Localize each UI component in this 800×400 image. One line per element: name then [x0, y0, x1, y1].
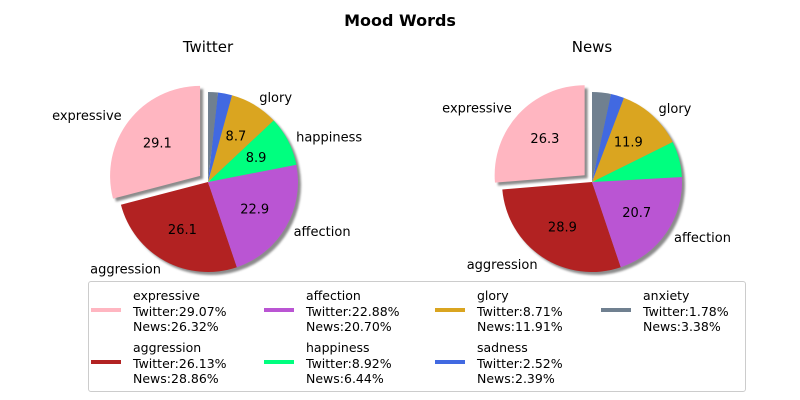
- pie-category-label-glory: glory: [259, 91, 292, 106]
- pie-slice-anxiety: [592, 92, 611, 182]
- pie-value-label-glory: 8.7: [226, 129, 247, 144]
- pie-slice-happiness: [208, 120, 297, 182]
- pie-category-label-glory: glory: [659, 102, 692, 117]
- pie-category-label-expressive: expressive: [52, 109, 122, 124]
- pie-value-label-affection: 20.7: [622, 206, 651, 221]
- legend-item-aggression: aggression Twitter:26.13% News:28.86%: [91, 340, 256, 390]
- pie-slice-sadness: [592, 94, 624, 182]
- legend-item-affection: affection Twitter:22.88% News:20.70%: [264, 288, 429, 338]
- pie-news: 26.3 expressive 28.9 aggression 20.7 affectio…: [442, 85, 731, 276]
- pie-twitter: 29.1 expressive 26.1 aggression 22.9 affectio…: [52, 85, 362, 278]
- legend-swatch-aggression: [91, 360, 121, 364]
- legend-news-value: News:28.86%: [133, 371, 219, 386]
- pie-value-label-affection: 22.9: [240, 203, 269, 218]
- pie-slice-glory: [208, 95, 274, 182]
- legend-twitter-value: Twitter:8.71%: [477, 303, 563, 319]
- legend-twitter-value: Twitter:22.88%: [306, 303, 400, 319]
- legend-swatch-affection: [264, 308, 294, 312]
- legend-item-happiness: happiness Twitter:8.92% News:6.44%: [264, 340, 429, 390]
- legend-news-value: News:2.39%: [477, 371, 555, 386]
- legend-twitter-value: Twitter:1.78%: [643, 303, 729, 319]
- legend-label: aggression: [133, 340, 202, 355]
- legend-news-value: News:11.91%: [477, 319, 563, 334]
- pie-slice-aggression: [120, 182, 237, 273]
- pie-slice-affection: [208, 164, 299, 268]
- pie-category-label-affection: affection: [674, 231, 731, 246]
- legend-label: sadness: [477, 340, 528, 355]
- legend-news-value: News:6.44%: [306, 371, 384, 386]
- legend-swatch-glory: [435, 308, 465, 312]
- chart-title-news: News: [572, 38, 613, 56]
- pie-category-label-affection: affection: [294, 225, 351, 240]
- pie-value-label-aggression: 28.9: [548, 221, 577, 236]
- pie-category-label-happiness: happiness: [296, 130, 362, 145]
- pie-value-label-glory: 11.9: [614, 136, 643, 151]
- legend-twitter-value: Twitter:29.07%: [133, 303, 227, 319]
- legend-item-expressive: expressive Twitter:29.07% News:26.32%: [91, 288, 256, 338]
- legend-news-value: News:20.70%: [306, 319, 392, 334]
- legend-item-glory: glory Twitter:8.71% News:11.91%: [435, 288, 600, 338]
- pie-value-label-happiness: 8.9: [246, 151, 267, 166]
- pie-category-label-expressive: expressive: [442, 102, 512, 117]
- legend-label: glory: [477, 288, 509, 303]
- pie-slice-happiness: [592, 142, 682, 182]
- legend: expressive Twitter:29.07% News:26.32% ag…: [88, 281, 746, 392]
- chart-title-twitter: Twitter: [182, 38, 234, 56]
- legend-label: affection: [306, 288, 361, 303]
- legend-twitter-value: Twitter:2.52%: [477, 355, 563, 371]
- pie-value-label-expressive: 29.1: [143, 136, 172, 151]
- pie-slice-affection: [592, 177, 682, 268]
- legend-item-sadness: sadness Twitter:2.52% News:2.39%: [435, 340, 600, 390]
- pie-slice-aggression: [502, 182, 621, 273]
- legend-swatch-happiness: [264, 360, 294, 364]
- legend-label: anxiety: [643, 288, 690, 303]
- legend-item-anxiety: anxiety Twitter:1.78% News:3.38%: [601, 288, 766, 338]
- pie-value-label-aggression: 26.1: [168, 223, 197, 238]
- pie-slice-glory: [592, 97, 673, 182]
- pie-slice-expressive: [110, 85, 201, 199]
- pie-value-label-expressive: 26.3: [530, 132, 559, 147]
- pie-category-label-aggression: aggression: [90, 263, 161, 278]
- legend-label: expressive: [133, 288, 200, 303]
- legend-swatch-sadness: [435, 360, 465, 364]
- legend-news-value: News:3.38%: [643, 319, 721, 334]
- pie-category-label-aggression: aggression: [467, 258, 538, 273]
- legend-swatch-expressive: [91, 308, 121, 312]
- legend-news-value: News:26.32%: [133, 319, 219, 334]
- legend-swatch-anxiety: [601, 308, 631, 312]
- pie-slice-sadness: [208, 92, 233, 182]
- pie-slice-expressive: [494, 85, 585, 183]
- legend-twitter-value: Twitter:8.92%: [306, 355, 392, 371]
- figure-title: Mood Words: [344, 11, 456, 30]
- legend-label: happiness: [306, 340, 370, 355]
- legend-twitter-value: Twitter:26.13%: [133, 355, 227, 371]
- pie-slice-anxiety: [208, 92, 219, 182]
